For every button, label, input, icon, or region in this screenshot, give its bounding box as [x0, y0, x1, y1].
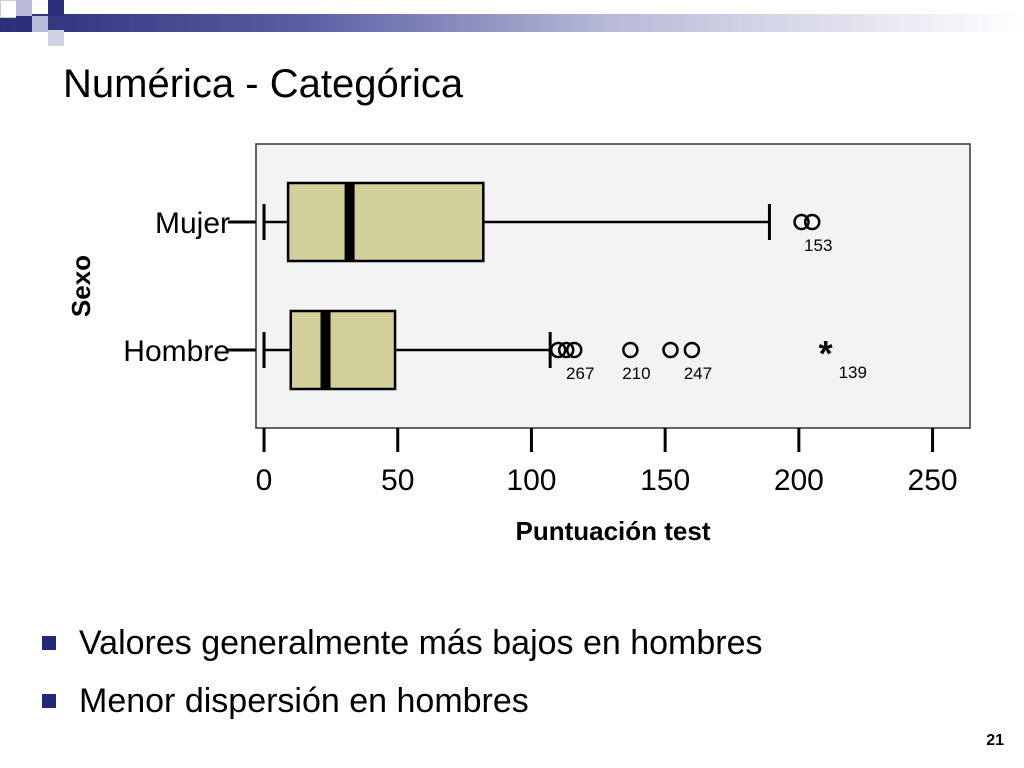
bullet-list: Valores generalmente más bajos en hombre…: [42, 614, 763, 730]
x-tick-label: 0: [256, 464, 273, 497]
bullet-item: Valores generalmente más bajos en hombre…: [42, 614, 763, 672]
outlier-point: [549, 341, 567, 359]
extreme-outlier-mark: *: [819, 333, 833, 374]
decor-square: [48, 0, 64, 16]
outlier-label: 267: [566, 364, 594, 383]
decor-square: [48, 30, 64, 46]
square-bullet-icon: [42, 694, 56, 708]
x-axis-label: Puntuación test: [515, 516, 710, 546]
header-gradient-band: [0, 14, 1024, 32]
decor-square: [16, 16, 32, 32]
decor-square: [16, 0, 32, 16]
outlier-point: [803, 213, 821, 231]
iqr-box: [289, 309, 397, 391]
iqr-box: [286, 181, 485, 263]
bullet-item: Menor dispersión en hombres: [42, 672, 763, 730]
x-tick-label: 200: [774, 464, 824, 497]
outlier-point: [557, 341, 575, 359]
median-bar: [320, 311, 331, 389]
x-tick-label: 250: [908, 464, 958, 497]
bullet-text: Valores generalmente más bajos en hombre…: [79, 623, 763, 662]
outlier-point: [683, 341, 701, 359]
slide-title: Numérica - Categórica: [63, 62, 464, 106]
y-tick-label: Mujer: [155, 207, 230, 240]
outlier-label: 153: [804, 236, 832, 255]
outlier-label: 139: [839, 363, 867, 382]
x-tick-label: 150: [640, 464, 690, 497]
outlier-point: [565, 341, 583, 359]
page-number: 21: [986, 732, 1004, 749]
outlier-point: [662, 341, 679, 359]
y-tick-label: Hombre: [123, 335, 230, 368]
bullet-text: Menor dispersión en hombres: [79, 681, 529, 720]
slide-header-decoration: [0, 0, 1024, 46]
outlier-label: 210: [622, 364, 650, 383]
y-axis-label: Sexo: [66, 255, 96, 317]
boxplot-chart: 0 50 100 150 200 250 Puntuación test Sexo Mujer H…: [66, 143, 971, 546]
x-tick-label: 100: [506, 464, 556, 497]
decor-square: [32, 16, 48, 32]
square-bullet-icon: [42, 636, 56, 650]
outlier-label: 247: [684, 364, 712, 383]
outlier-point: [622, 341, 639, 359]
x-tick-label: 50: [381, 464, 414, 497]
outlier-point: [793, 213, 810, 231]
median-bar: [344, 183, 355, 261]
